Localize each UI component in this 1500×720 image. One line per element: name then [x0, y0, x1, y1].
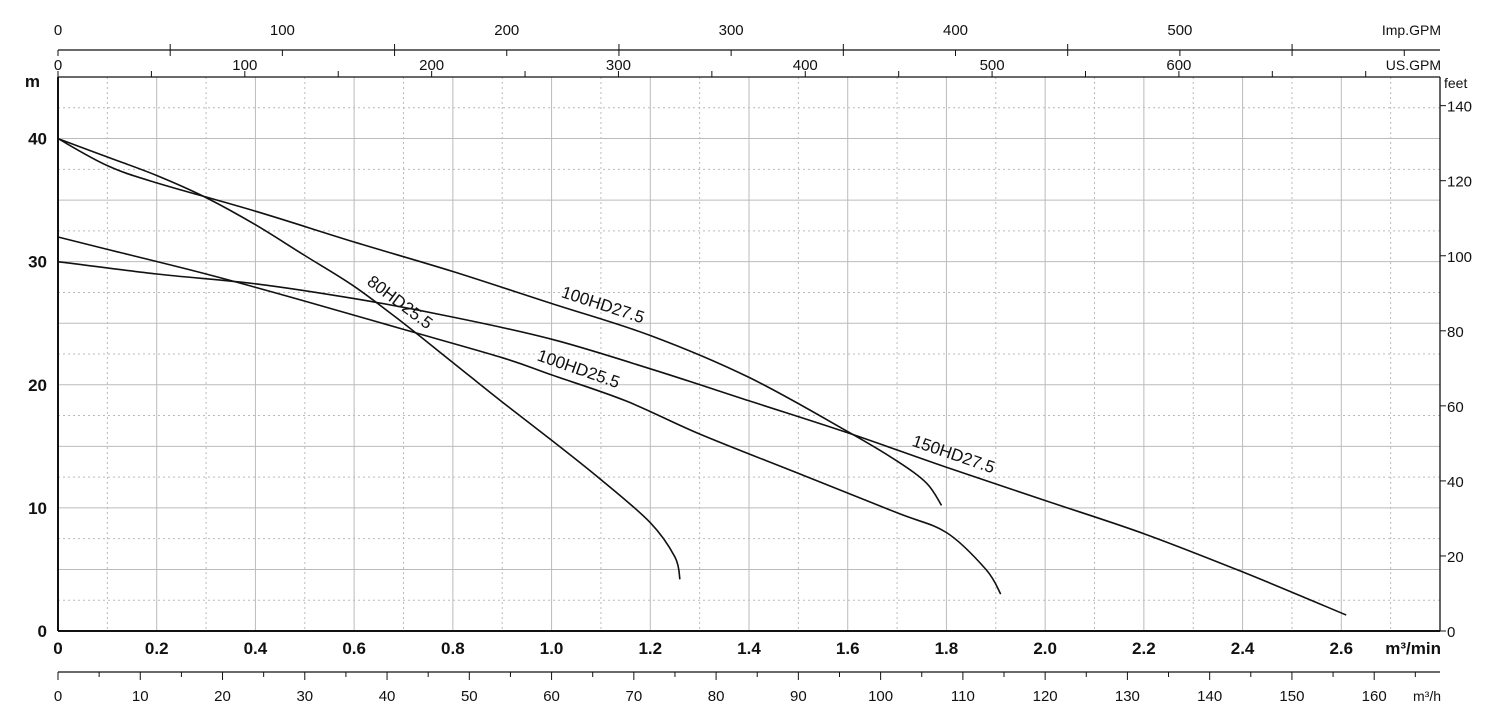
- us-gpm-tick-label: 600: [1166, 57, 1191, 74]
- x-tick-label: 0: [53, 639, 62, 658]
- mh-axis-label: m³/h: [1413, 688, 1441, 704]
- x-tick-label: 1.0: [540, 639, 564, 658]
- mh-tick-label: 30: [296, 688, 313, 705]
- x-tick-label: 1.4: [737, 639, 761, 658]
- x-tick-label: 2.0: [1033, 639, 1057, 658]
- curve-label-100hd27-5: 100HD27.5: [559, 283, 647, 328]
- y-tick-label: 0: [38, 622, 47, 641]
- x-tick-label: 0.6: [342, 639, 366, 658]
- mh-tick-label: 10: [132, 688, 149, 705]
- us-gpm-tick-label: 100: [232, 57, 257, 74]
- mh-tick-label: 60: [543, 688, 560, 705]
- imp-gpm-axis-label: Imp.GPM: [1382, 22, 1441, 38]
- mh-tick-label: 70: [625, 688, 642, 705]
- curve-80hd25-5: [57, 137, 681, 580]
- mh-tick-label: 110: [951, 688, 975, 705]
- curve-150hd27-5: [57, 260, 1347, 616]
- y-tick-label: 20: [28, 376, 47, 395]
- x-tick-label: 2.2: [1132, 639, 1156, 658]
- x-tick-label: 2.4: [1231, 639, 1255, 658]
- right-tick-label: 120: [1447, 174, 1472, 191]
- y-tick-label: 10: [28, 499, 47, 518]
- imp-gpm-tick-label: 200: [494, 22, 519, 39]
- mh-tick-label: 150: [1279, 688, 1304, 705]
- x-tick-label: 0.8: [441, 639, 465, 658]
- mh-tick-label: 140: [1197, 688, 1222, 705]
- right-axis-label: feet: [1444, 75, 1467, 91]
- right-tick-label: 60: [1447, 399, 1464, 416]
- x-tick-label: 1.8: [935, 639, 959, 658]
- x-tick-label: 0.4: [244, 639, 268, 658]
- us-gpm-tick-label: 200: [419, 57, 444, 74]
- x-tick-label: 0.2: [145, 639, 169, 658]
- mh-tick-label: 40: [379, 688, 396, 705]
- mh-tick-label: 0: [54, 688, 62, 705]
- right-tick-label: 140: [1447, 99, 1472, 116]
- us-gpm-tick-label: 300: [606, 57, 631, 74]
- mh-tick-label: 90: [790, 688, 807, 705]
- y-tick-label: 40: [28, 130, 47, 149]
- mh-tick-label: 160: [1362, 688, 1387, 705]
- curve-100hd27-5: [57, 137, 943, 506]
- right-tick-label: 40: [1447, 474, 1464, 491]
- mh-tick-label: 120: [1033, 688, 1058, 705]
- imp-gpm-tick-label: 300: [719, 22, 744, 39]
- grid: [58, 77, 1440, 631]
- mh-tick-label: 20: [214, 688, 231, 705]
- curve-100hd25-5: [57, 236, 1002, 595]
- us-gpm-tick-label: 0: [54, 57, 62, 74]
- us-gpm-axis-label: US.GPM: [1386, 57, 1441, 73]
- mh-tick-label: 50: [461, 688, 478, 705]
- mh-tick-label: 80: [708, 688, 725, 705]
- right-tick-label: 0: [1447, 624, 1455, 641]
- y-tick-label: 30: [28, 253, 47, 272]
- right-tick-label: 20: [1447, 549, 1464, 566]
- mh-tick-label: 100: [868, 688, 893, 705]
- x-tick-label: 1.2: [638, 639, 662, 658]
- mh-tick-label: 130: [1115, 688, 1140, 705]
- imp-gpm-tick-label: 0: [54, 22, 62, 39]
- imp-gpm-tick-label: 500: [1167, 22, 1192, 39]
- x-tick-label: 2.6: [1329, 639, 1353, 658]
- imp-gpm-tick-label: 100: [270, 22, 295, 39]
- right-tick-label: 80: [1447, 324, 1464, 341]
- x-tick-label: 1.6: [836, 639, 860, 658]
- plot-frame: [57, 76, 1441, 632]
- us-gpm-tick-label: 500: [980, 57, 1005, 74]
- us-gpm-tick-label: 400: [793, 57, 818, 74]
- imp-gpm-tick-label: 400: [943, 22, 968, 39]
- right-tick-label: 100: [1447, 249, 1472, 266]
- y-axis-label: m: [25, 72, 40, 91]
- x-axis-label: m³/min: [1385, 639, 1441, 658]
